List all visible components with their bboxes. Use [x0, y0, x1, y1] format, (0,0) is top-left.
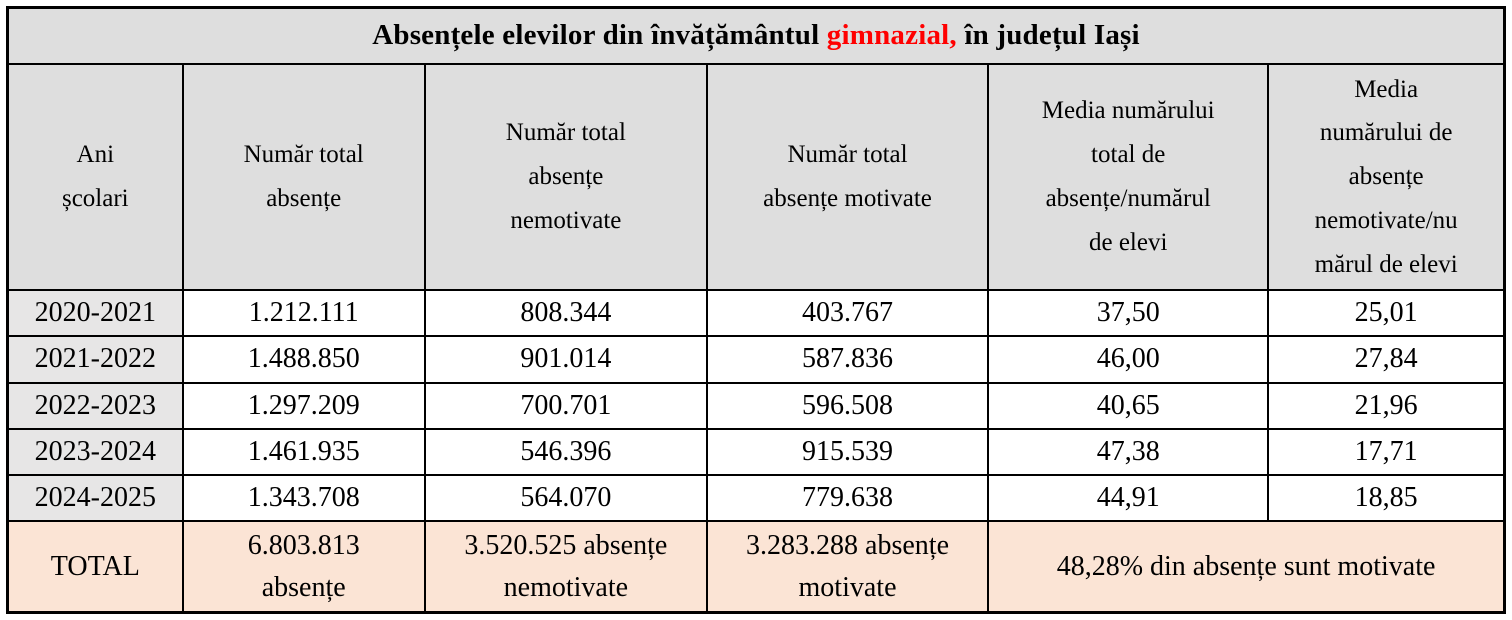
excused-cell: 587.836 — [705, 335, 990, 384]
total-absences-cell: 1.212.111 — [181, 288, 426, 338]
avg-unexcused-cell: 17,71 — [1267, 427, 1506, 477]
total-absences-cell: 1.297.209 — [181, 381, 426, 430]
avg-total-cell: 40,65 — [987, 381, 1270, 430]
header-numar-total-absente: Număr total absențe — [181, 62, 426, 291]
header-absente-motivate: Număr total absențe motivate — [705, 62, 990, 291]
excused-cell: 915.539 — [705, 427, 990, 477]
unexcused-cell: 901.014 — [423, 335, 708, 384]
header-media-nemotivate: Media numărului de absențe nemotivate/nu… — [1267, 62, 1506, 291]
year-cell: 2021-2022 — [6, 335, 184, 384]
table-total-row: TOTAL 6.803.813 absențe 3.520.525 absenț… — [6, 520, 1506, 614]
table-row: 2022-2023 1.297.209 700.701 596.508 40,6… — [6, 381, 1506, 430]
table-title: Absențele elevilor din învățământul gimn… — [6, 6, 1506, 65]
unexcused-cell: 546.396 — [423, 427, 708, 477]
avg-total-cell: 44,91 — [987, 474, 1270, 523]
table-row: 2024-2025 1.343.708 564.070 779.638 44,9… — [6, 474, 1506, 523]
absences-table: Absențele elevilor din învățământul gimn… — [6, 6, 1506, 614]
year-cell: 2023-2024 — [6, 427, 184, 477]
total-absences-cell: 1.343.708 — [181, 474, 426, 523]
avg-unexcused-cell: 18,85 — [1267, 474, 1506, 523]
year-cell: 2020-2021 — [6, 288, 184, 338]
avg-total-cell: 46,00 — [987, 335, 1270, 384]
excused-cell: 596.508 — [705, 381, 990, 430]
total-label-cell: TOTAL — [6, 520, 184, 614]
year-cell: 2024-2025 — [6, 474, 184, 523]
total-absences-cell: 1.488.850 — [181, 335, 426, 384]
avg-unexcused-cell: 25,01 — [1267, 288, 1506, 338]
title-suffix: în județul Iași — [956, 19, 1140, 52]
table-row: 2020-2021 1.212.111 808.344 403.767 37,5… — [6, 288, 1506, 338]
avg-total-cell: 37,50 — [987, 288, 1270, 338]
year-cell: 2022-2023 — [6, 381, 184, 430]
header-ani-scolari: Ani școlari — [6, 62, 184, 291]
title-highlight: gimnazial, — [826, 19, 957, 52]
title-prefix: Absențele elevilor din învățământul — [372, 19, 827, 52]
avg-unexcused-cell: 27,84 — [1267, 335, 1506, 384]
unexcused-cell: 700.701 — [423, 381, 708, 430]
excused-cell: 403.767 — [705, 288, 990, 338]
avg-total-cell: 47,38 — [987, 427, 1270, 477]
table-row: 2023-2024 1.461.935 546.396 915.539 47,3… — [6, 427, 1506, 477]
total-absences-cell: 1.461.935 — [181, 427, 426, 477]
table-title-row: Absențele elevilor din învățământul gimn… — [6, 6, 1506, 65]
total-summary-cell: 48,28% din absențe sunt motivate — [987, 520, 1506, 614]
total-unexcused-sum-cell: 3.520.525 absențe nemotivate — [423, 520, 708, 614]
unexcused-cell: 564.070 — [423, 474, 708, 523]
header-absente-nemotivate: Număr total absențe nemotivate — [423, 62, 708, 291]
excused-cell: 779.638 — [705, 474, 990, 523]
total-excused-sum-cell: 3.283.288 absențe motivate — [705, 520, 990, 614]
header-media-total: Media numărului total de absențe/numărul… — [987, 62, 1270, 291]
total-absences-sum-cell: 6.803.813 absențe — [181, 520, 426, 614]
avg-unexcused-cell: 21,96 — [1267, 381, 1506, 430]
table-header-row: Ani școlari Număr total absențe Număr to… — [6, 62, 1506, 291]
unexcused-cell: 808.344 — [423, 288, 708, 338]
table-row: 2021-2022 1.488.850 901.014 587.836 46,0… — [6, 335, 1506, 384]
